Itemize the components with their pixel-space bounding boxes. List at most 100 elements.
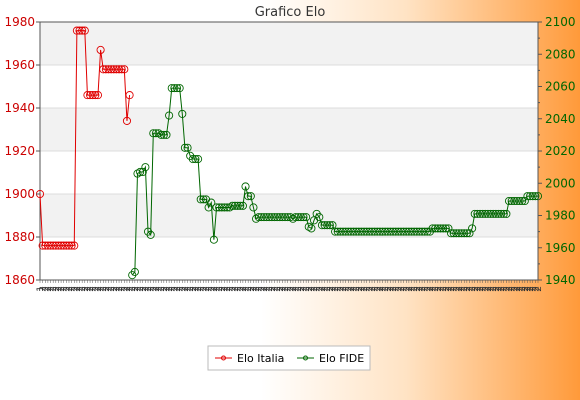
data-point-fide <box>402 227 411 236</box>
data-point-italia <box>122 116 132 125</box>
data-point-fide <box>246 192 255 201</box>
x-axis-tick-label: 2 <box>365 286 375 292</box>
data-point-fide <box>441 224 450 233</box>
data-point-fide <box>262 213 271 222</box>
data-point-fide <box>338 227 348 236</box>
data-point-fide <box>183 143 192 152</box>
data-point-fide <box>302 213 311 222</box>
data-point-fide <box>478 209 487 218</box>
left-axis-tick-label: 1860 <box>4 273 35 287</box>
left-axis-tick-label: 1980 <box>4 15 35 29</box>
data-point-fide <box>436 224 445 233</box>
x-axis-tick-label: 2 <box>94 286 104 292</box>
data-point-fide <box>446 229 456 238</box>
x-axis-tick-label: 2 <box>68 286 78 292</box>
data-point-fide <box>162 130 171 139</box>
x-axis-tick-label: 2 <box>228 286 238 292</box>
x-axis-tick-label: 2 <box>479 286 489 292</box>
data-point-fide <box>420 227 429 236</box>
x-axis-tick-label: 2 <box>476 286 486 292</box>
x-axis-tick-label: 2 <box>244 286 254 292</box>
data-point-fide <box>457 229 466 238</box>
x-axis-tick-label: 2 <box>249 286 259 292</box>
data-point-italia <box>107 65 116 74</box>
x-axis-tick-label: 2 <box>305 286 315 292</box>
data-point-fide <box>470 209 479 218</box>
data-point-fide <box>325 221 334 230</box>
data-point-fide <box>346 227 355 236</box>
left-axis-tick-label: 1920 <box>4 144 35 158</box>
x-axis-tick-label: 2 <box>226 286 236 292</box>
data-point-fide <box>375 227 384 236</box>
x-axis-tick-label: 2 <box>392 286 402 292</box>
x-axis-tick-label: 2 <box>444 286 454 292</box>
grid-band <box>40 22 538 65</box>
data-point-fide <box>299 213 308 222</box>
data-point-fide <box>233 201 242 210</box>
x-axis-tick-label: 2 <box>60 286 70 292</box>
x-axis-tick-label: 2 <box>162 286 172 292</box>
x-axis-tick-label: 2 <box>278 286 288 292</box>
x-axis-tick-label: 2 <box>260 286 270 292</box>
data-point-italia <box>75 26 84 35</box>
data-point-fide <box>217 203 226 212</box>
x-axis-tick-label: 2 <box>231 286 241 292</box>
data-point-fide <box>167 84 176 93</box>
x-axis-tick-label: 2 <box>247 286 257 292</box>
data-point-italia <box>67 241 76 250</box>
data-point-fide <box>178 109 187 118</box>
data-point-fide <box>507 196 516 206</box>
x-axis-tick-label: 2 <box>434 286 444 292</box>
left-axis-tick-label: 1900 <box>4 187 35 201</box>
data-point-fide <box>428 224 437 233</box>
data-point-italia <box>38 241 47 250</box>
data-point-fide <box>494 209 503 218</box>
series-markers <box>35 26 543 280</box>
data-point-italia <box>51 241 60 250</box>
x-axis-tick-label: 2 <box>336 286 346 292</box>
data-point-fide <box>454 229 464 238</box>
x-axis-tick-label: 2 <box>215 286 225 292</box>
x-axis-tick-label: 2 <box>471 286 481 292</box>
x-axis-tick-label: 2 <box>213 286 223 292</box>
data-point-fide <box>383 227 392 236</box>
data-point-fide <box>486 209 495 218</box>
data-point-italia <box>62 241 71 250</box>
data-point-fide <box>528 192 537 201</box>
data-point-fide <box>175 84 184 93</box>
x-axis-tick-label: 2 <box>136 286 146 292</box>
data-point-fide <box>344 227 353 236</box>
right-axis-tick-label: 1960 <box>545 241 576 255</box>
x-axis-tick-label: 2 <box>402 286 412 292</box>
data-point-fide <box>212 203 221 212</box>
data-point-fide <box>291 213 300 222</box>
data-point-italia <box>91 91 100 100</box>
data-point-fide <box>399 227 408 236</box>
data-point-fide <box>288 214 298 223</box>
x-axis-tick-label: 2 <box>494 286 504 292</box>
data-point-fide <box>296 213 305 222</box>
data-point-fide <box>526 192 535 201</box>
x-axis-tick-label: 2 <box>487 286 497 292</box>
data-point-fide <box>138 167 147 177</box>
x-axis-tick-label: 2 <box>39 286 49 292</box>
x-axis-tick-label: 2 <box>73 286 83 292</box>
legend-fide-label: Elo FIDE <box>319 352 364 365</box>
data-point-fide <box>165 111 174 120</box>
x-axis-tick-label: 2 <box>481 286 491 292</box>
x-axis-tick-label: 2 <box>497 286 507 292</box>
data-point-fide <box>273 213 282 222</box>
x-axis-tick-label: 2 <box>516 286 526 292</box>
data-point-fide <box>410 227 419 236</box>
x-axis-tick-label: 2 <box>302 286 312 292</box>
right-axis-tick-label: 2000 <box>545 176 576 190</box>
data-point-fide <box>180 143 189 152</box>
data-point-fide <box>238 201 247 210</box>
right-axis-tick-label: 2040 <box>545 112 576 126</box>
x-axis-tick-label: 2 <box>263 286 273 292</box>
x-axis-tick-label: 2 <box>83 286 93 292</box>
data-point-fide <box>504 196 514 206</box>
x-axis-tick-label: 2 <box>49 286 59 292</box>
x-axis-tick-label: 2 <box>107 286 117 292</box>
x-axis-tick-label: 2 <box>255 286 265 292</box>
